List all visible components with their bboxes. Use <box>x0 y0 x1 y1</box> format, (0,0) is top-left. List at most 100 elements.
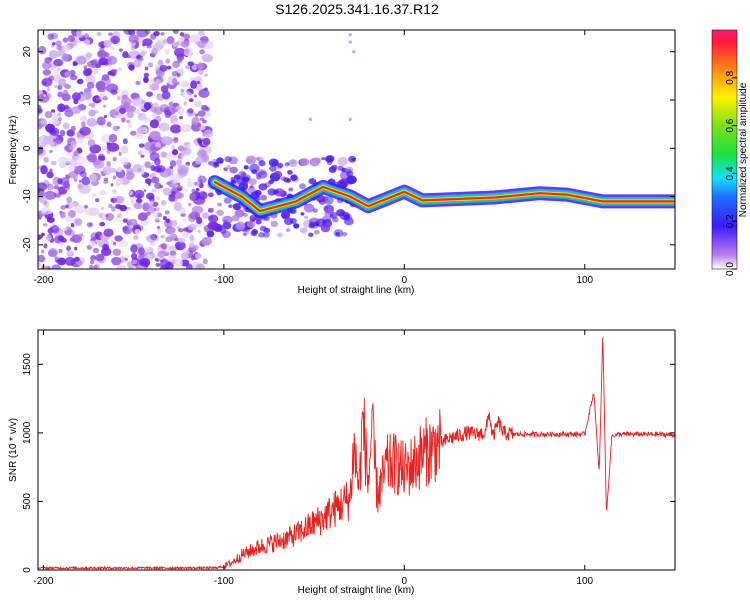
spectrogram-blob <box>196 80 201 85</box>
spectrogram-blob <box>74 246 78 251</box>
spectrogram-blob <box>76 78 84 85</box>
spectrogram-blob <box>162 38 169 44</box>
spectrogram-blob <box>229 166 238 174</box>
spectrogram-blob <box>230 177 235 181</box>
spectrogram-blob <box>149 241 156 247</box>
spectrogram-blob <box>136 30 149 38</box>
spectrogram-x-axis-label: Height of straight line (km) <box>298 285 415 296</box>
spectrogram-blob <box>156 225 161 230</box>
spectrogram-blob <box>277 162 284 168</box>
spectrogram-blob <box>38 46 47 55</box>
spectrogram-blob <box>216 209 224 216</box>
spectrogram-blob <box>165 218 171 224</box>
spectrogram-blob <box>164 210 170 215</box>
spectrogram-blob <box>38 234 42 241</box>
spectrogram-blob <box>151 47 158 56</box>
spectrogram-blob <box>134 109 141 115</box>
spectrogram-blob <box>144 161 152 169</box>
spectrogram-blob <box>128 34 139 44</box>
spectrogram-blob <box>114 235 123 242</box>
spectrogram-blob <box>203 87 208 91</box>
spectrogram-blob <box>222 215 233 225</box>
spectrogram-blob <box>187 224 197 231</box>
spectrogram-blob <box>180 124 192 133</box>
spectrogram-blob <box>179 207 186 215</box>
spectrogram-blob <box>325 155 335 163</box>
spectrogram-blob <box>130 93 138 99</box>
snr-y-tick-label: 0 <box>22 567 33 573</box>
spectrogram-blob <box>166 65 172 70</box>
spectrogram-blob <box>86 117 97 127</box>
spectrogram-blob <box>187 177 192 183</box>
spectrogram-blob <box>42 69 52 76</box>
spectrogram-noise-field <box>38 30 357 269</box>
snr-frame <box>37 329 676 571</box>
spectrogram-blob <box>137 247 146 255</box>
spectrogram-blob <box>135 198 143 204</box>
spectrogram-blob <box>165 236 173 243</box>
spectrogram-blob <box>352 50 356 54</box>
spectrogram-blob <box>93 264 98 269</box>
spectrogram-blob <box>183 248 188 253</box>
spectrogram-blob <box>59 106 64 111</box>
spectrogram-blob <box>38 134 51 145</box>
spectrogram-blob <box>308 232 314 238</box>
spectrogram-x-tick-label: 0 <box>402 275 408 286</box>
spectrogram-x-tick-label: -200 <box>33 275 53 286</box>
spectrogram-blob <box>110 197 118 204</box>
spectrogram-blob <box>192 162 198 167</box>
spectrogram-blob <box>196 216 203 225</box>
spectrogram-blob <box>40 264 48 269</box>
spectrogram-blob <box>53 69 59 75</box>
spectrogram-blob <box>86 61 92 67</box>
spectrogram-blob <box>64 256 76 266</box>
spectrogram-blob <box>106 55 118 65</box>
spectrogram-blob <box>62 37 69 43</box>
spectrogram-blob <box>157 38 165 46</box>
spectrogram-blob <box>177 145 185 152</box>
spectrogram-blob <box>285 228 291 233</box>
spectrogram-blob <box>58 248 63 254</box>
spectrogram-blob <box>180 88 185 93</box>
spectrogram-blob <box>179 32 185 37</box>
spectrogram-blob <box>164 109 172 119</box>
spectrogram-blob <box>51 114 58 123</box>
spectrogram-blob <box>44 110 53 119</box>
spectrogram-blob <box>74 204 86 214</box>
spectrogram-blob <box>155 78 162 85</box>
spectrogram-blob <box>86 81 95 89</box>
spectrogram-blob <box>100 44 105 49</box>
spectrogram-blob <box>195 181 201 186</box>
spectrogram-blob <box>223 197 232 204</box>
spectrogram-y-tick-label: 20 <box>22 46 33 58</box>
spectrogram-blob <box>269 165 277 172</box>
spectrogram-blob <box>43 200 50 208</box>
spectrogram-blob <box>205 106 210 112</box>
spectrogram-blob <box>40 119 48 125</box>
spectrogram-blob <box>169 160 177 167</box>
spectrogram-blob <box>152 210 159 218</box>
snr-x-tick-label: -200 <box>33 576 53 587</box>
spectrogram-blob <box>249 185 254 189</box>
spectrogram-blob <box>138 143 145 148</box>
spectrogram-blob <box>92 159 105 169</box>
spectrogram-blob <box>139 51 146 57</box>
spectrogram-blob <box>183 48 190 54</box>
spectrogram-blob <box>248 178 257 186</box>
spectrogram-blob <box>143 72 150 78</box>
spectrogram-blob <box>199 125 206 131</box>
spectrogram-blob <box>202 119 207 124</box>
spectrogram-blob <box>49 149 53 153</box>
spectrogram-blob <box>92 247 100 254</box>
spectrogram-blob <box>59 213 66 219</box>
spectrogram-blob <box>127 55 131 59</box>
spectrogram-blob <box>193 94 198 98</box>
spectrogram-blob <box>280 211 291 219</box>
spectrogram-blob <box>262 231 270 238</box>
spectrogram-blob <box>298 183 306 190</box>
spectrogram-blob <box>256 156 261 161</box>
spectrogram-blob <box>308 117 313 121</box>
